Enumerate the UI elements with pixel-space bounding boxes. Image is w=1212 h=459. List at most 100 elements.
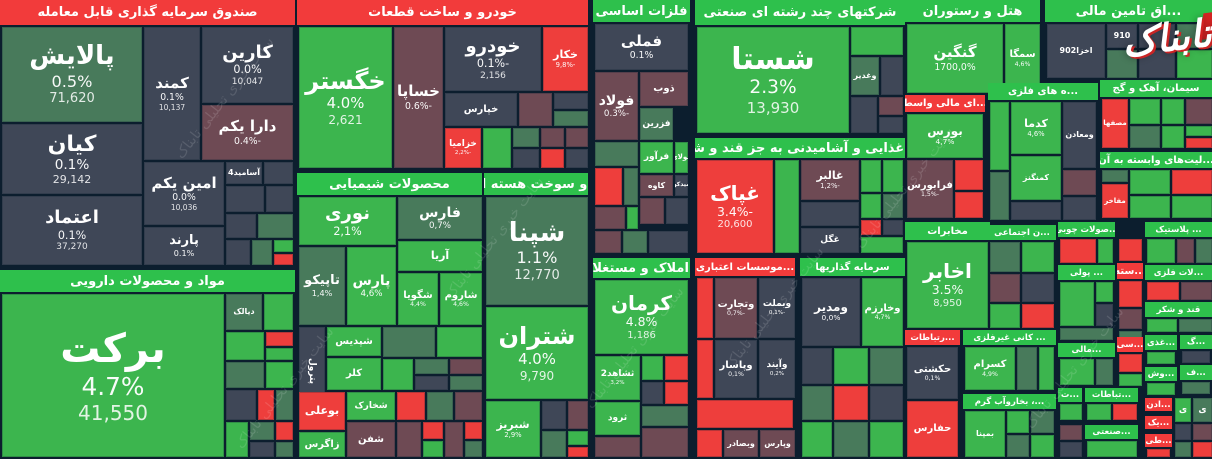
stock-tile[interactable]: شپنا 1.1% 12,770 — [486, 197, 588, 305]
stock-tile[interactable] — [541, 149, 564, 168]
stock-tile[interactable]: بوعلی — [299, 392, 345, 430]
stock-tile[interactable] — [1011, 202, 1061, 220]
stock-tile[interactable] — [642, 428, 688, 457]
sector-header[interactable]: ...موسسات اعتباری — [695, 258, 795, 276]
sector-header[interactable]: ...ای مالی واسط — [905, 95, 985, 112]
stock-tile[interactable] — [1175, 442, 1191, 457]
sector-header[interactable]: خودرو و ساخت قطعات — [297, 0, 588, 25]
stock-tile[interactable] — [423, 422, 443, 439]
stock-tile[interactable] — [566, 128, 588, 147]
stock-tile[interactable] — [450, 359, 482, 374]
stock-tile[interactable]: کمنگنز — [1011, 156, 1061, 200]
stock-tile[interactable] — [1119, 354, 1142, 372]
stock-tile[interactable]: بمپنا — [965, 411, 1005, 457]
stock-tile[interactable]: فرابورس -1,5% — [907, 160, 953, 218]
stock-tile[interactable] — [276, 422, 293, 440]
sector-header[interactable]: ...غذی — [1145, 335, 1177, 350]
stock-tile[interactable] — [697, 400, 793, 428]
sector-header[interactable]: ...ف — [1180, 365, 1212, 380]
stock-tile[interactable]: کلر — [327, 358, 381, 390]
stock-tile[interactable] — [990, 172, 1009, 220]
stock-tile[interactable] — [1031, 435, 1054, 457]
sector-header[interactable]: ... کانی غیرفلزی — [963, 330, 1056, 345]
stock-tile[interactable] — [1162, 126, 1184, 148]
stock-tile[interactable]: دیالک — [226, 294, 262, 330]
stock-tile[interactable] — [1175, 424, 1191, 440]
stock-tile[interactable]: کمند 0.1% 10,137 — [144, 27, 200, 160]
stock-tile[interactable] — [861, 160, 881, 192]
stock-tile[interactable] — [623, 231, 647, 253]
sector-header[interactable]: ...گ — [1180, 335, 1212, 349]
stock-tile[interactable] — [542, 401, 566, 429]
sector-header[interactable]: ...وش — [1145, 367, 1177, 381]
stock-tile[interactable]: خگستر 4.0% 2,621 — [299, 27, 392, 168]
stock-tile[interactable] — [697, 430, 722, 457]
stock-tile[interactable] — [383, 327, 435, 357]
sector-header[interactable]: مواد و محصولات دارویی — [0, 270, 295, 292]
sector-header[interactable]: سیمان، آهک و گج — [1100, 80, 1212, 97]
stock-tile[interactable] — [1060, 239, 1096, 263]
stock-tile[interactable] — [697, 340, 713, 398]
stock-tile[interactable]: فولاد -0.3% — [595, 72, 638, 140]
stock-tile[interactable]: غپاک -3.4% 20,600 — [697, 160, 773, 253]
stock-tile[interactable] — [1060, 359, 1094, 385]
stock-tile[interactable] — [595, 231, 621, 253]
sector-header[interactable]: ...ن اجتماعی — [988, 225, 1056, 240]
stock-tile[interactable] — [870, 348, 903, 384]
stock-tile[interactable]: شتران 4.0% 9,790 — [486, 307, 588, 399]
stock-tile[interactable] — [1087, 404, 1111, 420]
stock-tile[interactable] — [1098, 239, 1113, 263]
stock-tile[interactable] — [1096, 304, 1113, 326]
sector-header[interactable]: ...طی — [1145, 434, 1172, 447]
stock-tile[interactable] — [1186, 138, 1212, 148]
stock-tile[interactable] — [595, 437, 640, 457]
stock-tile[interactable] — [266, 348, 293, 360]
stock-tile[interactable]: اخزا902 — [1047, 24, 1105, 78]
stock-tile[interactable] — [276, 442, 293, 457]
stock-tile[interactable] — [568, 431, 588, 445]
stock-tile[interactable] — [542, 431, 566, 457]
stock-tile[interactable] — [666, 198, 688, 224]
stock-tile[interactable] — [397, 422, 421, 457]
sector-header[interactable]: ...صولات چوبی — [1058, 222, 1115, 237]
stock-tile[interactable]: ومدیر 0,0% — [802, 278, 860, 346]
stock-tile[interactable] — [870, 422, 903, 457]
stock-tile[interactable]: غگل — [801, 228, 859, 253]
stock-tile[interactable] — [266, 186, 293, 212]
stock-tile[interactable]: شفن — [347, 422, 395, 457]
stock-tile[interactable] — [1007, 411, 1029, 433]
stock-tile[interactable] — [264, 162, 293, 184]
stock-tile[interactable]: کدما 4,6% — [1011, 102, 1061, 154]
stock-tile[interactable]: کیان 0.1% 29,142 — [2, 124, 142, 194]
stock-tile[interactable]: ی — [1175, 398, 1191, 422]
sector-header[interactable]: ...سی — [1117, 337, 1143, 352]
stock-tile[interactable] — [595, 168, 622, 205]
stock-tile[interactable] — [879, 117, 903, 133]
stock-tile[interactable]: شپدیس — [327, 327, 381, 356]
stock-tile[interactable] — [276, 390, 293, 420]
stock-tile[interactable]: نوری 2,1% — [299, 197, 396, 245]
stock-tile[interactable]: وپارس — [760, 430, 795, 457]
stock-tile[interactable] — [955, 160, 983, 190]
stock-tile[interactable] — [445, 422, 463, 457]
stock-tile[interactable] — [883, 220, 903, 235]
sector-header[interactable]: صندوق سرمایه گذاری قابل معامله — [0, 0, 295, 25]
stock-tile[interactable]: خزامیا -2,2% — [445, 128, 481, 168]
stock-tile[interactable]: حکشتی 0,1% — [907, 347, 958, 399]
stock-tile[interactable] — [1017, 347, 1037, 390]
stock-tile[interactable] — [250, 422, 274, 440]
stock-tile[interactable]: مفاخر — [1102, 184, 1128, 218]
stock-tile[interactable]: آسامید4 — [226, 162, 262, 184]
stock-tile[interactable] — [642, 406, 688, 426]
sector-header[interactable]: ...یک — [1145, 416, 1172, 429]
stock-tile[interactable] — [226, 362, 264, 388]
stock-tile[interactable] — [465, 441, 482, 457]
stock-tile[interactable] — [274, 240, 293, 252]
stock-tile[interactable] — [1022, 242, 1054, 272]
sector-header[interactable]: فلزات اساسی — [593, 0, 690, 22]
stock-tile[interactable]: ی — [1193, 398, 1212, 422]
stock-tile[interactable] — [450, 376, 482, 390]
stock-tile[interactable]: شخارک — [347, 392, 395, 420]
stock-tile[interactable] — [465, 422, 482, 439]
stock-tile[interactable] — [554, 111, 588, 126]
